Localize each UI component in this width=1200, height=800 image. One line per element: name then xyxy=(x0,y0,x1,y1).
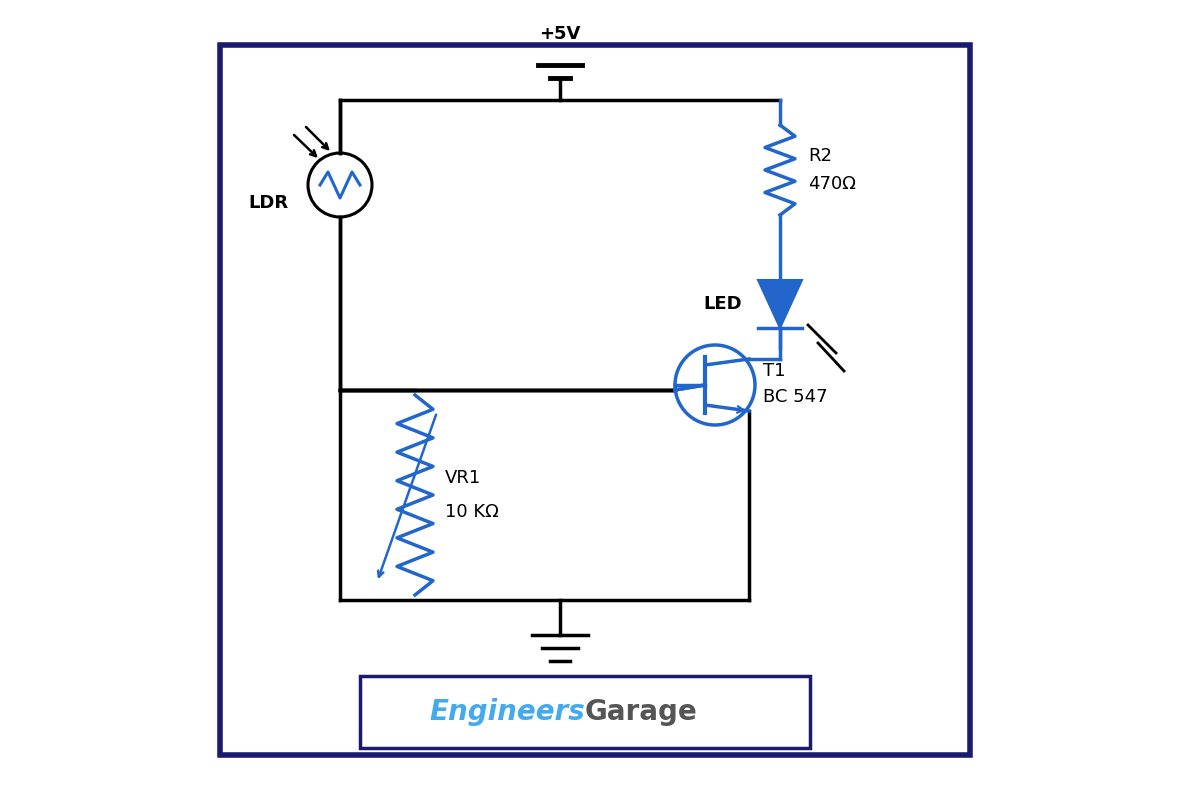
Text: 470Ω: 470Ω xyxy=(808,175,856,193)
Text: 10 KΩ: 10 KΩ xyxy=(445,503,499,521)
Bar xyxy=(360,676,810,748)
Bar xyxy=(220,45,970,755)
Text: +5V: +5V xyxy=(539,25,581,43)
Text: VR1: VR1 xyxy=(445,469,481,487)
Text: BC 547: BC 547 xyxy=(763,388,828,406)
Text: Engineers: Engineers xyxy=(430,698,586,726)
Text: T1: T1 xyxy=(763,362,786,380)
Polygon shape xyxy=(758,280,802,328)
Text: R2: R2 xyxy=(808,147,832,165)
Text: Garage: Garage xyxy=(586,698,697,726)
Text: LED: LED xyxy=(703,295,742,313)
Text: LDR: LDR xyxy=(248,194,288,212)
